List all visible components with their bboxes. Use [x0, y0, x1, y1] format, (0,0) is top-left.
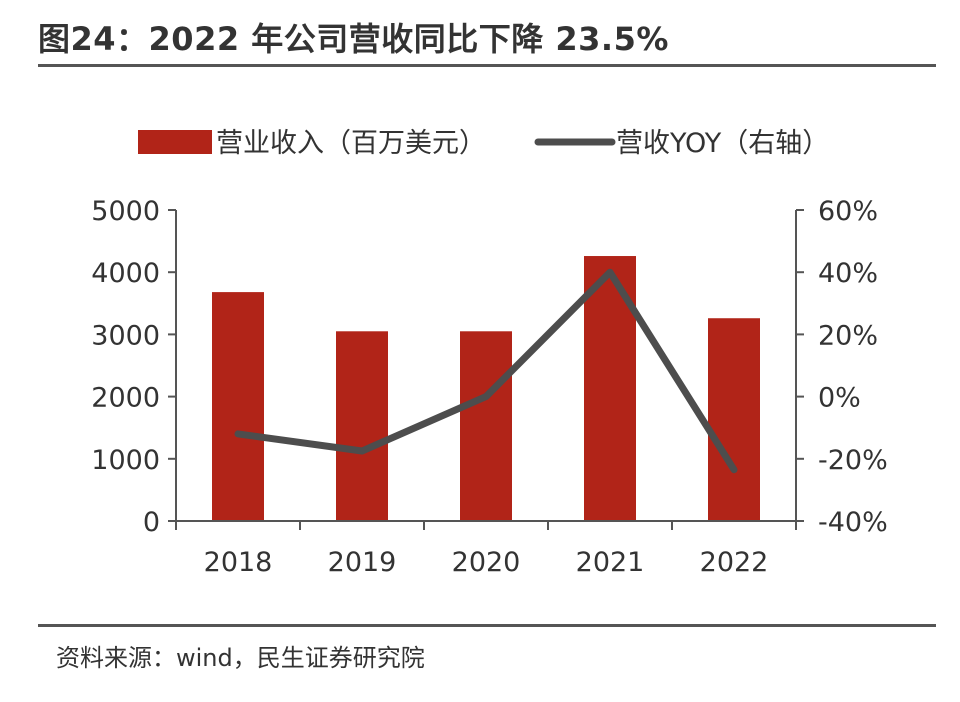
- bar-2020: [460, 331, 512, 521]
- bar-2019: [336, 331, 388, 521]
- left-tick-label: 3000: [91, 320, 160, 351]
- bars: [212, 256, 760, 521]
- left-tick-label: 4000: [91, 258, 160, 289]
- x-tick-label: 2021: [576, 547, 645, 578]
- legend-bar-swatch: [138, 130, 212, 154]
- x-tick-label: 2022: [700, 547, 769, 578]
- source-note: 资料来源：wind，民生证券研究院: [56, 644, 425, 672]
- right-tick-label: 60%: [818, 196, 878, 227]
- legend-line-label: 营收YOY（右轴）: [616, 128, 829, 159]
- left-axis: 0 1000 2000 3000 4000 5000: [91, 196, 177, 538]
- bar-2022: [708, 318, 760, 521]
- bar-2018: [212, 292, 264, 521]
- title-rule: [38, 64, 936, 67]
- figure-title: 图24：2022 年公司营收同比下降 23.5%: [38, 20, 669, 58]
- left-tick-label: 0: [143, 507, 160, 538]
- yoy-line: [234, 268, 738, 474]
- chart: 营业收入（百万美元） 营收YOY（右轴） 0 1000 2000 3000 4000 50…: [91, 128, 888, 578]
- right-tick-label: 20%: [818, 320, 878, 351]
- right-tick-label: -40%: [818, 507, 888, 538]
- legend: 营业收入（百万美元） 营收YOY（右轴）: [138, 128, 829, 159]
- right-tick-label: 40%: [818, 258, 878, 289]
- x-axis: 2018 2019 2020 2021 2022: [175, 520, 797, 578]
- x-tick-label: 2020: [452, 547, 521, 578]
- x-tick-label: 2018: [204, 547, 273, 578]
- x-tick-label: 2019: [328, 547, 397, 578]
- left-tick-label: 1000: [91, 445, 160, 476]
- right-axis: -40% -20% 0% 20% 40% 60%: [795, 196, 888, 538]
- right-tick-label: -20%: [818, 445, 888, 476]
- left-tick-label: 2000: [91, 383, 160, 414]
- source-rule: [38, 624, 936, 627]
- left-tick-label: 5000: [91, 196, 160, 227]
- legend-bar-label: 营业收入（百万美元）: [216, 128, 486, 159]
- right-tick-label: 0%: [818, 383, 861, 414]
